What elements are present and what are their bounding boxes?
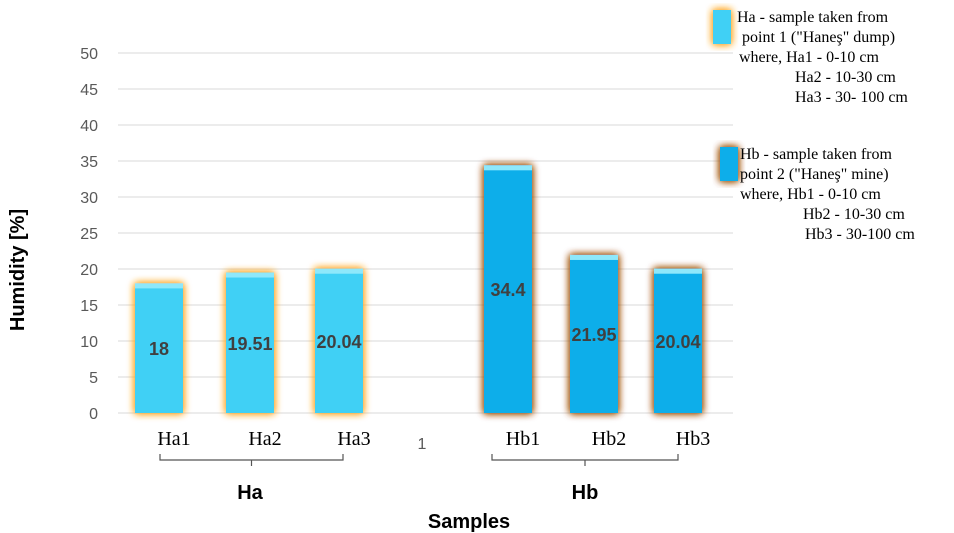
bar-ha3 bbox=[315, 268, 363, 413]
y-tick-label: 10 bbox=[80, 334, 98, 351]
legend-text-line: Hb2 - 10-30 cm bbox=[803, 206, 905, 223]
bar-ha2 bbox=[226, 272, 274, 413]
gap-label: 1 bbox=[418, 436, 427, 453]
y-tick-label: 45 bbox=[80, 82, 98, 99]
category-label: Hb3 bbox=[676, 428, 710, 450]
bar-highlight bbox=[654, 268, 702, 274]
bar-hb3 bbox=[654, 268, 702, 413]
category-label: Hb1 bbox=[506, 428, 540, 450]
bar-hb1 bbox=[484, 165, 532, 413]
legend-text-line: point 2 ("Haneş" mine) bbox=[740, 166, 889, 183]
bar-highlight bbox=[570, 254, 618, 260]
bar-hb2 bbox=[570, 254, 618, 413]
group-label-ha: Ha bbox=[237, 482, 263, 504]
y-tick-label: 35 bbox=[80, 154, 98, 171]
category-label: Ha3 bbox=[337, 428, 370, 450]
legend-text-line: Ha3 - 30- 100 cm bbox=[795, 89, 908, 106]
y-tick-labels: 0 5 10 15 20 25 30 35 40 45 50 bbox=[80, 46, 98, 423]
x-axis-title: Samples bbox=[428, 511, 510, 533]
bar-ha1 bbox=[135, 283, 183, 413]
category-label: Hb2 bbox=[592, 428, 626, 450]
category-label: Ha1 bbox=[157, 428, 190, 450]
legend-text-line: where, Hb1 - 0-10 cm bbox=[740, 186, 881, 203]
bar-highlight bbox=[315, 268, 363, 274]
y-axis-title: Humidity [%] bbox=[7, 209, 29, 331]
legend-text-line: Ha2 - 10-30 cm bbox=[795, 69, 896, 86]
legend-text-line: Hb3 - 30-100 cm bbox=[805, 226, 915, 243]
legend: Ha - sample taken from point 1 ("Haneş" d… bbox=[713, 9, 915, 243]
data-label: 34.4 bbox=[490, 280, 525, 300]
legend-text-line: Hb - sample taken from bbox=[740, 146, 893, 163]
y-tick-label: 40 bbox=[80, 118, 98, 135]
group-bracket bbox=[491, 454, 679, 466]
y-tick-label: 0 bbox=[89, 406, 98, 423]
data-label: 21.95 bbox=[571, 325, 616, 345]
data-label: 18 bbox=[149, 339, 169, 359]
group-label-hb: Hb bbox=[572, 482, 599, 504]
bar-highlight bbox=[135, 283, 183, 289]
legend-text-line: point 1 ("Haneş" dump) bbox=[742, 29, 895, 46]
data-label: 20.04 bbox=[316, 332, 361, 352]
group-brackets bbox=[159, 454, 679, 466]
group-bracket bbox=[159, 454, 344, 466]
bar-highlight bbox=[484, 165, 532, 171]
legend-text-line: where, Ha1 - 0-10 cm bbox=[739, 49, 880, 66]
y-tick-label: 50 bbox=[80, 46, 98, 63]
legend-text-line: Ha - sample taken from bbox=[737, 9, 889, 26]
category-labels: Ha1 Ha2 Ha3 Hb1 Hb2 Hb3 bbox=[157, 428, 710, 450]
data-label: 20.04 bbox=[655, 332, 700, 352]
bars: 18 19.51 20.04 34.4 21.95 20.04 bbox=[135, 165, 702, 413]
bar-highlight bbox=[226, 272, 274, 278]
legend-swatch bbox=[713, 10, 731, 44]
legend-swatch bbox=[720, 147, 738, 181]
y-tick-label: 15 bbox=[80, 298, 98, 315]
category-label: Ha2 bbox=[248, 428, 281, 450]
y-tick-label: 30 bbox=[80, 190, 98, 207]
y-tick-label: 5 bbox=[89, 370, 98, 387]
y-tick-label: 25 bbox=[80, 226, 98, 243]
gridlines bbox=[118, 52, 733, 414]
y-tick-label: 20 bbox=[80, 262, 98, 279]
data-label: 19.51 bbox=[227, 334, 272, 354]
